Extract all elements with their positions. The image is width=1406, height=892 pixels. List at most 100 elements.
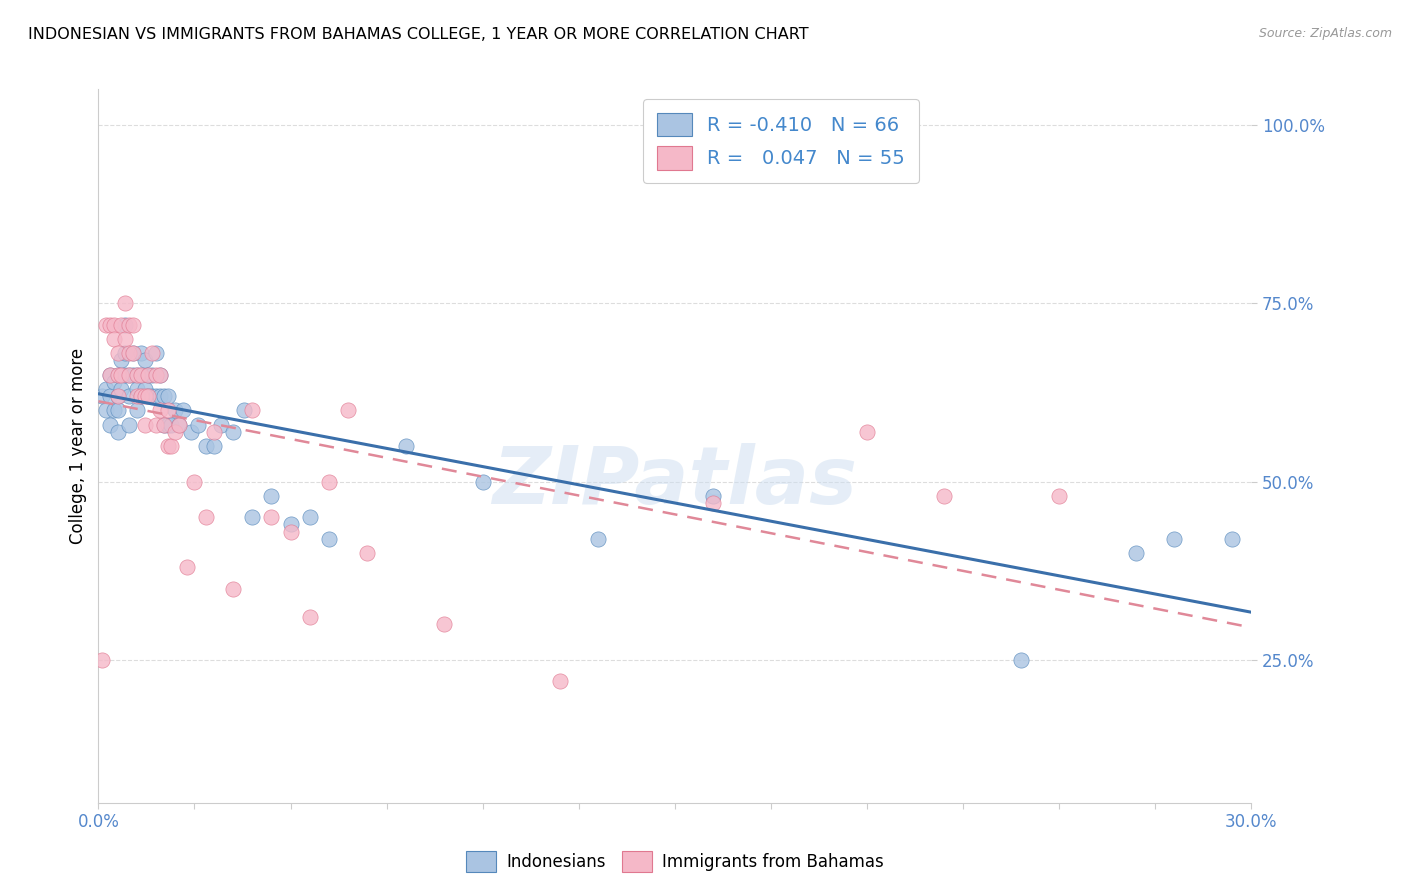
Point bbox=[138, 368, 160, 382]
Point bbox=[356, 546, 378, 560]
Point bbox=[548, 674, 571, 689]
Point bbox=[145, 417, 167, 432]
Point bbox=[160, 439, 183, 453]
Point bbox=[91, 389, 114, 403]
Point bbox=[118, 368, 141, 382]
Point bbox=[156, 403, 179, 417]
Point bbox=[98, 417, 121, 432]
Point bbox=[98, 389, 121, 403]
Point bbox=[107, 389, 129, 403]
Point bbox=[167, 417, 190, 432]
Point bbox=[122, 346, 145, 360]
Point bbox=[260, 489, 283, 503]
Point bbox=[107, 368, 129, 382]
Point bbox=[125, 382, 148, 396]
Point bbox=[125, 368, 148, 382]
Point bbox=[110, 318, 132, 332]
Point bbox=[202, 439, 225, 453]
Point bbox=[125, 368, 148, 382]
Point bbox=[134, 417, 156, 432]
Point bbox=[395, 439, 418, 453]
Point bbox=[433, 617, 456, 632]
Point bbox=[98, 368, 121, 382]
Point bbox=[152, 389, 174, 403]
Point bbox=[156, 389, 179, 403]
Point bbox=[152, 417, 174, 432]
Text: INDONESIAN VS IMMIGRANTS FROM BAHAMAS COLLEGE, 1 YEAR OR MORE CORRELATION CHART: INDONESIAN VS IMMIGRANTS FROM BAHAMAS CO… bbox=[28, 27, 808, 42]
Point bbox=[702, 496, 724, 510]
Point bbox=[702, 489, 724, 503]
Point bbox=[149, 368, 172, 382]
Point bbox=[107, 389, 129, 403]
Point bbox=[118, 368, 141, 382]
Point bbox=[107, 425, 129, 439]
Point bbox=[141, 368, 163, 382]
Point bbox=[318, 475, 340, 489]
Point bbox=[103, 403, 125, 417]
Point bbox=[114, 318, 136, 332]
Point bbox=[280, 524, 302, 539]
Point bbox=[856, 425, 879, 439]
Point bbox=[222, 582, 245, 596]
Point bbox=[145, 368, 167, 382]
Point bbox=[129, 389, 152, 403]
Point bbox=[187, 417, 209, 432]
Point bbox=[195, 439, 218, 453]
Point bbox=[122, 368, 145, 382]
Point bbox=[122, 346, 145, 360]
Point bbox=[1163, 532, 1185, 546]
Point bbox=[107, 368, 129, 382]
Point bbox=[118, 389, 141, 403]
Point bbox=[298, 610, 321, 624]
Point bbox=[202, 425, 225, 439]
Point bbox=[149, 403, 172, 417]
Point bbox=[233, 403, 256, 417]
Point bbox=[167, 417, 190, 432]
Point bbox=[114, 332, 136, 346]
Point bbox=[138, 389, 160, 403]
Point bbox=[149, 389, 172, 403]
Point bbox=[141, 346, 163, 360]
Point bbox=[118, 417, 141, 432]
Point bbox=[114, 296, 136, 310]
Text: ZIPatlas: ZIPatlas bbox=[492, 442, 858, 521]
Point bbox=[114, 368, 136, 382]
Point bbox=[156, 417, 179, 432]
Point bbox=[209, 417, 232, 432]
Point bbox=[240, 403, 263, 417]
Point bbox=[118, 346, 141, 360]
Point bbox=[134, 382, 156, 396]
Legend: Indonesians, Immigrants from Bahamas: Indonesians, Immigrants from Bahamas bbox=[457, 843, 893, 880]
Point bbox=[125, 403, 148, 417]
Point bbox=[98, 318, 121, 332]
Point bbox=[1010, 653, 1032, 667]
Point bbox=[107, 346, 129, 360]
Point bbox=[183, 475, 205, 489]
Point bbox=[110, 353, 132, 368]
Point bbox=[129, 389, 152, 403]
Point bbox=[318, 532, 340, 546]
Point bbox=[91, 653, 114, 667]
Point bbox=[222, 425, 245, 439]
Point bbox=[103, 332, 125, 346]
Point bbox=[165, 425, 187, 439]
Point bbox=[98, 368, 121, 382]
Point bbox=[103, 318, 125, 332]
Point bbox=[129, 346, 152, 360]
Point bbox=[337, 403, 360, 417]
Point bbox=[103, 375, 125, 389]
Point bbox=[1125, 546, 1147, 560]
Point bbox=[195, 510, 218, 524]
Point bbox=[94, 318, 117, 332]
Point bbox=[110, 368, 132, 382]
Point bbox=[280, 517, 302, 532]
Point bbox=[586, 532, 609, 546]
Point bbox=[152, 417, 174, 432]
Point bbox=[110, 382, 132, 396]
Point bbox=[180, 425, 202, 439]
Point bbox=[107, 403, 129, 417]
Point bbox=[129, 368, 152, 382]
Point bbox=[138, 368, 160, 382]
Point bbox=[129, 368, 152, 382]
Point bbox=[1047, 489, 1070, 503]
